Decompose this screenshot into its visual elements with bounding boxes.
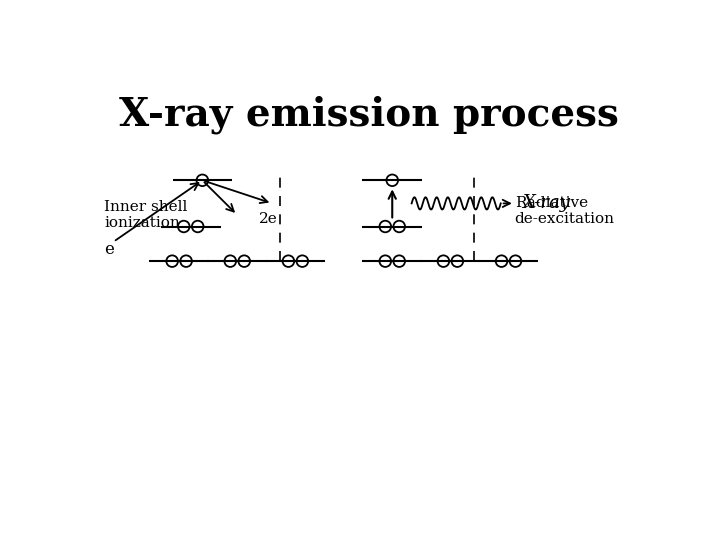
Text: X-ray: X-ray	[523, 194, 570, 212]
Text: Radiative
de-excitation: Radiative de-excitation	[515, 195, 615, 226]
Text: 2e: 2e	[259, 212, 278, 226]
Text: X-ray emission process: X-ray emission process	[119, 96, 619, 134]
Text: e: e	[104, 241, 114, 258]
Text: Inner shell
ionization: Inner shell ionization	[104, 200, 187, 230]
